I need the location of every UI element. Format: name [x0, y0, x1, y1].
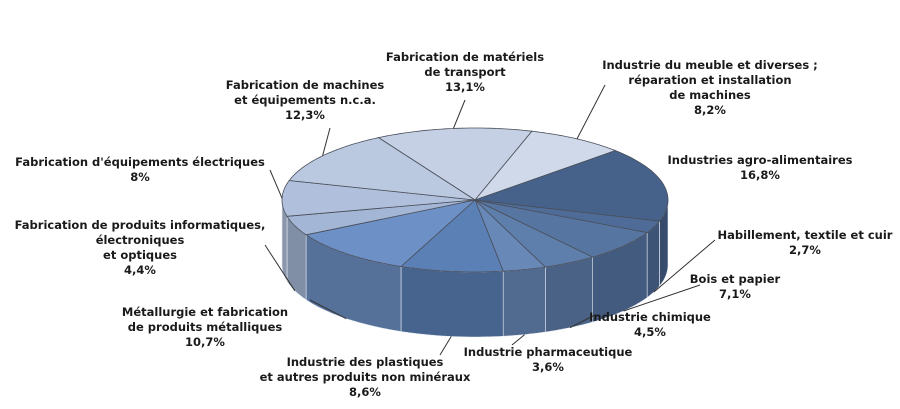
leader-line — [264, 244, 296, 292]
category-label: Fabrication de produits informatiques, é… — [14, 218, 266, 262]
value-label: 4,5% — [634, 325, 666, 339]
category-label: Fabrication d'équipements électriques — [15, 155, 265, 169]
value-label: 10,7% — [185, 335, 225, 349]
leader-line — [452, 99, 466, 129]
category-label: Fabrication de machines et équipements n… — [225, 78, 385, 107]
category-label: Bois et papier — [689, 272, 781, 286]
slice-label: Fabrication de matériels de transport 13,… — [335, 50, 595, 95]
leader-line — [569, 314, 596, 329]
slice-label: Bois et papier 7,1% — [605, 272, 865, 302]
value-label: 4,4% — [124, 263, 156, 277]
leader-line — [576, 84, 606, 140]
leader-line — [623, 284, 701, 312]
slice-label: Industrie du meuble et diverses ; répara… — [580, 58, 840, 118]
slice — [305, 199, 477, 267]
leader-line — [511, 334, 525, 346]
slice — [474, 199, 547, 272]
category-label: Industrie des plastiques et autres produ… — [259, 355, 471, 384]
value-label: 16,8% — [740, 168, 780, 182]
value-label: 8,6% — [349, 385, 381, 399]
leader-line — [309, 299, 347, 320]
category-label: Industrie pharmaceutique — [463, 345, 633, 359]
slice-label: Fabrication d'équipements électriques 8% — [10, 155, 270, 185]
category-label: Habillement, textile et cuir — [717, 228, 893, 242]
slice — [474, 150, 669, 222]
value-label: 7,1% — [719, 287, 751, 301]
category-label: Industrie chimique — [589, 310, 711, 324]
slice — [286, 199, 476, 236]
leader-line — [322, 127, 331, 156]
slice-side — [400, 266, 504, 338]
slice-label: Métallurgie et fabrication de produits m… — [75, 305, 335, 350]
leader-line — [269, 169, 283, 199]
slice-label: Industrie pharmaceutique 3,6% — [418, 345, 678, 375]
category-label: Fabrication de matériels de transport — [385, 50, 545, 79]
leader-line — [439, 336, 452, 356]
slice-label: Fabrication de produits informatiques, é… — [10, 218, 270, 278]
leader-line — [653, 239, 716, 293]
value-label: 8% — [130, 170, 150, 184]
category-label: Métallurgie et fabrication de produits m… — [121, 305, 289, 334]
slice — [400, 199, 504, 273]
slice — [474, 199, 661, 234]
value-label: 3,6% — [532, 360, 564, 374]
category-label: Industries agro-alimentaires — [667, 153, 853, 167]
slice-label: Habillement, textile et cuir 2,7% — [675, 228, 900, 258]
slice — [474, 199, 649, 258]
value-label: 13,1% — [445, 80, 485, 94]
slice — [474, 199, 594, 268]
value-label: 12,3% — [285, 108, 325, 122]
category-label: Industrie du meuble et diverses ; répara… — [602, 58, 818, 102]
slice-label: Fabrication de machines et équipements n… — [175, 78, 435, 123]
slice-label: Industries agro-alimentaires 16,8% — [630, 153, 890, 183]
value-label: 8,2% — [694, 103, 726, 117]
slice-label: Industrie chimique 4,5% — [520, 310, 780, 340]
value-label: 2,7% — [789, 243, 821, 257]
slice-label: Industrie des plastiques et autres produ… — [235, 355, 495, 400]
